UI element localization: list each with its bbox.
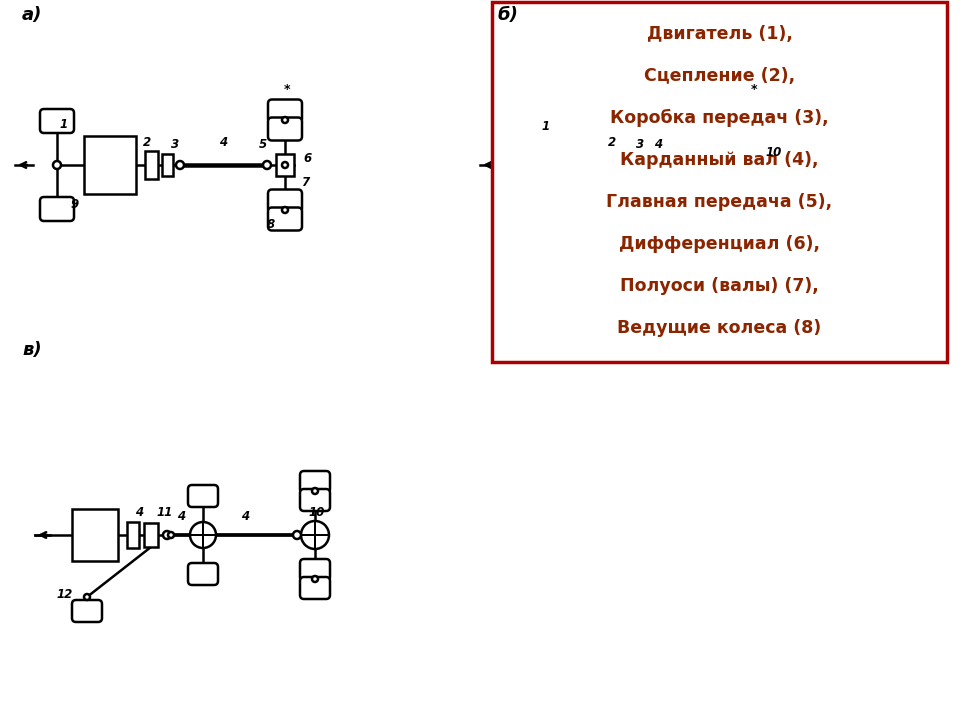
FancyBboxPatch shape <box>40 109 74 133</box>
Text: 2: 2 <box>143 137 151 150</box>
Circle shape <box>176 161 184 169</box>
Text: Главная передача (5),: Главная передача (5), <box>607 193 832 211</box>
Text: Двигатель (1),: Двигатель (1), <box>647 25 792 43</box>
Circle shape <box>168 532 174 538</box>
Text: 1: 1 <box>60 119 68 132</box>
FancyBboxPatch shape <box>736 101 768 123</box>
Bar <box>557 139 603 191</box>
Text: в): в) <box>22 341 41 359</box>
Circle shape <box>282 207 288 213</box>
Text: б): б) <box>498 6 518 24</box>
Circle shape <box>312 576 318 582</box>
FancyBboxPatch shape <box>516 114 548 137</box>
Circle shape <box>312 488 318 494</box>
Bar <box>144 523 158 547</box>
FancyBboxPatch shape <box>72 600 102 622</box>
FancyBboxPatch shape <box>300 559 330 581</box>
Circle shape <box>731 161 739 169</box>
Circle shape <box>749 118 755 124</box>
Circle shape <box>738 151 766 179</box>
Bar <box>161 154 173 176</box>
FancyBboxPatch shape <box>300 471 330 493</box>
Circle shape <box>190 522 216 548</box>
Text: 4: 4 <box>219 137 228 150</box>
FancyBboxPatch shape <box>736 189 768 211</box>
Text: Коробка передач (3),: Коробка передач (3), <box>611 109 828 127</box>
Text: *: * <box>751 84 757 96</box>
FancyBboxPatch shape <box>736 207 768 229</box>
Text: 4: 4 <box>177 510 185 523</box>
FancyBboxPatch shape <box>662 114 694 136</box>
Text: 3: 3 <box>171 138 180 151</box>
Circle shape <box>640 161 648 169</box>
Bar <box>611 152 623 178</box>
Bar <box>127 522 139 548</box>
FancyBboxPatch shape <box>40 197 74 221</box>
Circle shape <box>528 161 536 169</box>
Text: 4: 4 <box>135 506 143 520</box>
Circle shape <box>84 594 90 600</box>
Bar <box>72 509 118 561</box>
Bar <box>276 154 294 176</box>
FancyBboxPatch shape <box>736 119 768 141</box>
Text: 4: 4 <box>654 138 662 151</box>
Circle shape <box>645 162 651 168</box>
Text: 7: 7 <box>300 176 309 189</box>
FancyBboxPatch shape <box>300 577 330 599</box>
Circle shape <box>163 531 171 539</box>
Text: 3: 3 <box>636 138 644 151</box>
FancyBboxPatch shape <box>268 117 302 140</box>
FancyBboxPatch shape <box>300 489 330 511</box>
Circle shape <box>282 117 288 123</box>
Circle shape <box>282 162 288 168</box>
Bar <box>492 2 947 362</box>
Text: 5: 5 <box>259 138 267 151</box>
Circle shape <box>263 161 271 169</box>
FancyBboxPatch shape <box>516 194 548 217</box>
FancyBboxPatch shape <box>268 189 302 212</box>
Text: 10: 10 <box>309 506 325 520</box>
Circle shape <box>665 152 691 178</box>
FancyBboxPatch shape <box>188 485 218 507</box>
Text: 12: 12 <box>57 588 73 601</box>
FancyBboxPatch shape <box>268 207 302 230</box>
Bar <box>84 136 136 194</box>
Text: Ведущие колеса (8): Ведущие колеса (8) <box>617 319 822 337</box>
Circle shape <box>749 206 755 212</box>
Circle shape <box>301 521 329 549</box>
Text: 9: 9 <box>71 199 79 212</box>
Text: Сцепление (2),: Сцепление (2), <box>644 67 795 85</box>
FancyBboxPatch shape <box>188 563 218 585</box>
Text: 6: 6 <box>303 153 311 166</box>
Text: 10: 10 <box>766 146 782 160</box>
Bar <box>145 151 157 179</box>
Text: *: * <box>284 83 290 96</box>
Circle shape <box>293 531 301 539</box>
FancyBboxPatch shape <box>662 194 694 216</box>
Text: 1: 1 <box>542 120 550 133</box>
Circle shape <box>53 161 61 169</box>
Text: а): а) <box>22 6 42 24</box>
Text: Дифференциал (6),: Дифференциал (6), <box>619 235 820 253</box>
Text: 11: 11 <box>156 506 173 520</box>
Text: Полуоси (валы) (7),: Полуоси (валы) (7), <box>620 277 819 295</box>
FancyBboxPatch shape <box>268 99 302 122</box>
Text: 8: 8 <box>267 217 276 230</box>
Text: Карданный вал (4),: Карданный вал (4), <box>620 151 819 169</box>
Text: 4: 4 <box>241 510 249 523</box>
Text: 2: 2 <box>608 137 616 150</box>
Bar <box>627 155 637 175</box>
